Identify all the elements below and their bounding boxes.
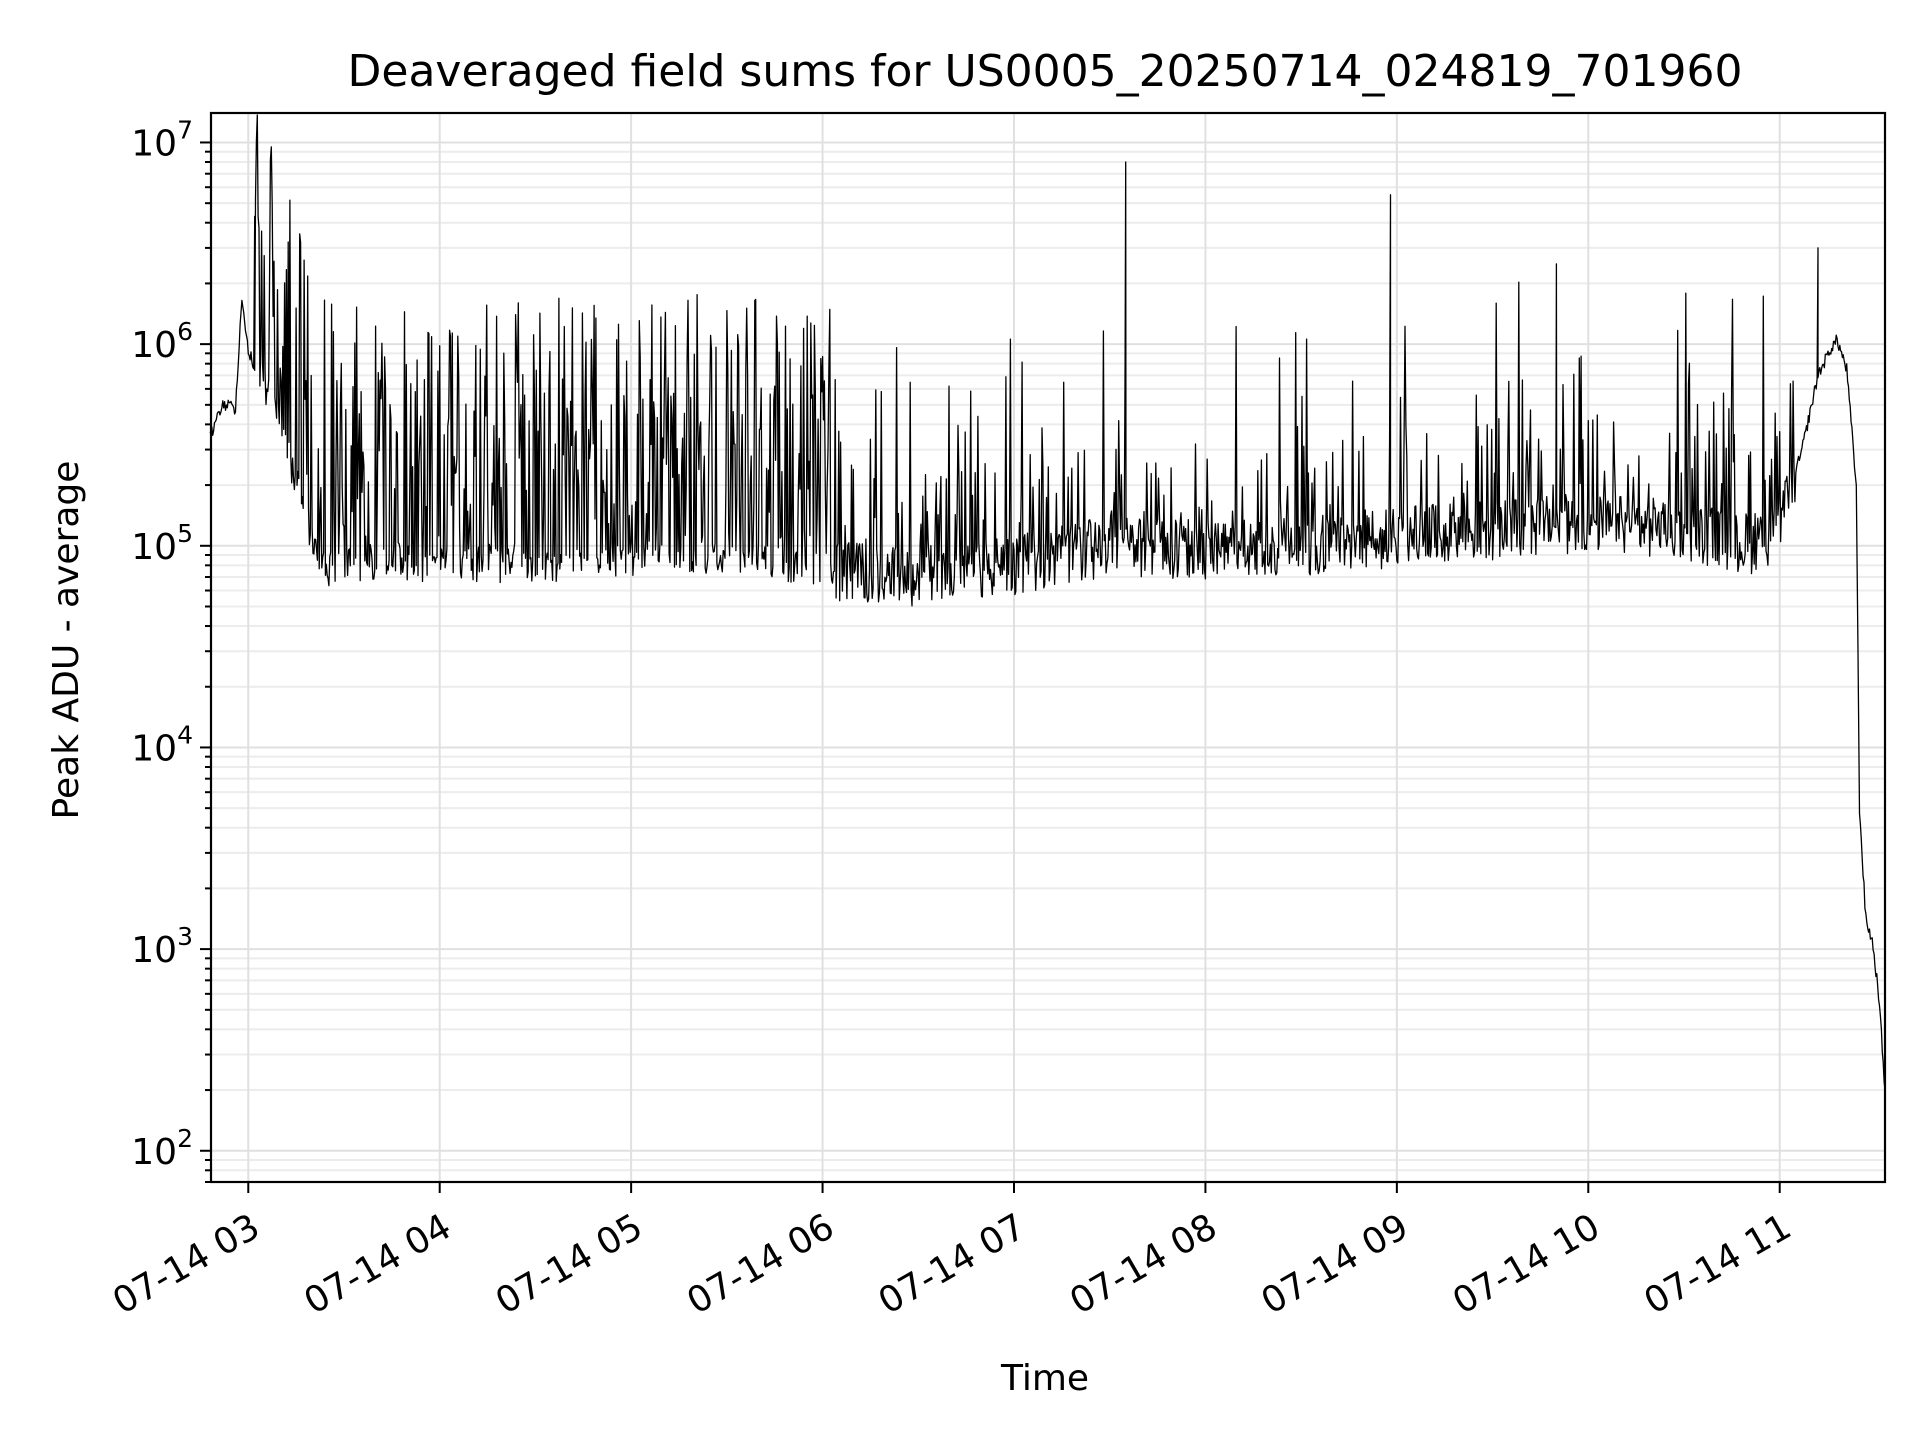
x-axis-label: Time (1000, 1358, 1089, 1399)
grid (211, 113, 1885, 1183)
y-tick-label: 102 (131, 1124, 193, 1173)
y-tick-label: 106 (131, 317, 193, 366)
y-axis: 102 103 104 105 106 107 (131, 115, 211, 1183)
chart-title: Deaveraged field sums for US0005_2025071… (348, 46, 1743, 97)
series-group (209, 114, 1886, 1091)
series-line (209, 114, 1886, 1091)
y-axis-label: Peak ADU - average (46, 461, 87, 820)
plot-frame (209, 111, 1887, 1184)
y-tick-label: 103 (131, 922, 193, 971)
y-tick-label: 107 (131, 115, 193, 164)
y-tick-label: 104 (131, 720, 193, 769)
y-tick-label: 105 (131, 519, 193, 568)
